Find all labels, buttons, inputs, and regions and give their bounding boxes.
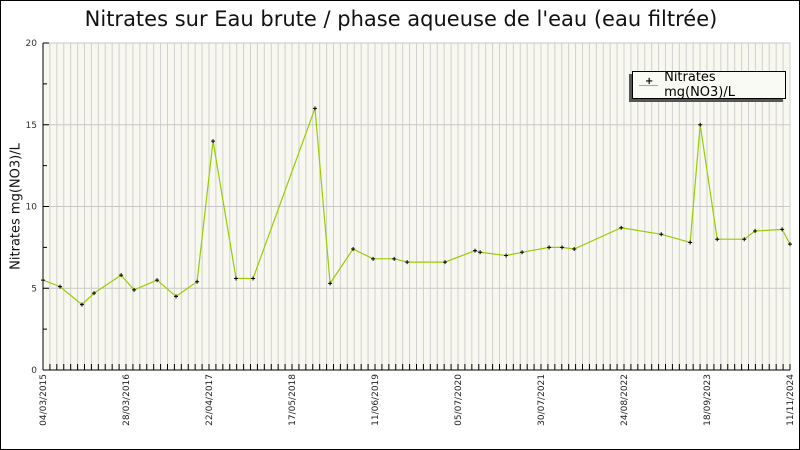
data-point xyxy=(328,281,333,286)
x-tick-label: 30/07/2021 xyxy=(537,374,547,426)
data-point xyxy=(742,237,747,242)
data-point xyxy=(58,284,63,289)
data-point xyxy=(195,279,200,284)
data-point xyxy=(753,229,758,234)
data-point xyxy=(234,276,239,281)
x-tick-label: 18/09/2023 xyxy=(703,374,713,426)
y-axis-label: Nitrates mg(NO3)/L xyxy=(8,143,24,270)
x-tick-label: 11/11/2024 xyxy=(786,374,796,426)
data-point xyxy=(251,276,256,281)
y-tick-label: 20 xyxy=(26,39,38,49)
x-tick-label: 28/03/2016 xyxy=(122,374,132,426)
chart-title: Nitrates sur Eau brute / phase aqueuse d… xyxy=(84,7,718,31)
data-point xyxy=(92,291,97,296)
data-point xyxy=(520,250,525,255)
data-point xyxy=(211,139,216,144)
x-tick-label: 17/05/2018 xyxy=(288,374,298,426)
y-tick-label: 10 xyxy=(26,203,38,213)
data-point xyxy=(788,242,792,247)
x-tick-label: 24/08/2022 xyxy=(620,374,630,426)
data-point xyxy=(504,253,509,258)
y-tick-label: 15 xyxy=(26,121,37,131)
y-tick-label: 0 xyxy=(31,366,37,376)
data-point xyxy=(698,122,703,127)
legend: Nitrates mg(NO3)/L xyxy=(632,70,786,100)
data-point xyxy=(547,245,552,250)
data-point xyxy=(572,247,577,252)
data-point xyxy=(392,256,397,261)
legend-label: Nitrates mg(NO3)/L xyxy=(664,70,736,100)
data-point xyxy=(688,240,693,245)
x-tick-label: 05/07/2020 xyxy=(454,374,464,426)
data-point xyxy=(780,227,785,232)
data-point xyxy=(478,250,483,255)
data-point xyxy=(155,278,160,283)
data-point xyxy=(371,256,376,261)
data-point xyxy=(619,225,624,230)
data-point xyxy=(473,248,478,253)
data-point xyxy=(174,294,179,299)
data-point xyxy=(312,106,317,111)
data-point xyxy=(351,247,356,252)
y-tick-label: 5 xyxy=(31,284,37,294)
data-point xyxy=(79,302,84,307)
data-point xyxy=(443,260,448,265)
data-point xyxy=(41,278,45,283)
data-point xyxy=(560,245,565,250)
x-tick-label: 22/04/2017 xyxy=(205,374,215,426)
x-tick-label: 04/03/2015 xyxy=(39,374,49,426)
legend-marker-icon xyxy=(639,76,659,90)
data-point xyxy=(715,237,720,242)
data-point xyxy=(119,273,124,278)
data-point xyxy=(659,232,664,237)
data-point xyxy=(132,287,137,292)
x-tick-label: 11/06/2019 xyxy=(371,374,381,426)
data-point xyxy=(405,260,410,265)
